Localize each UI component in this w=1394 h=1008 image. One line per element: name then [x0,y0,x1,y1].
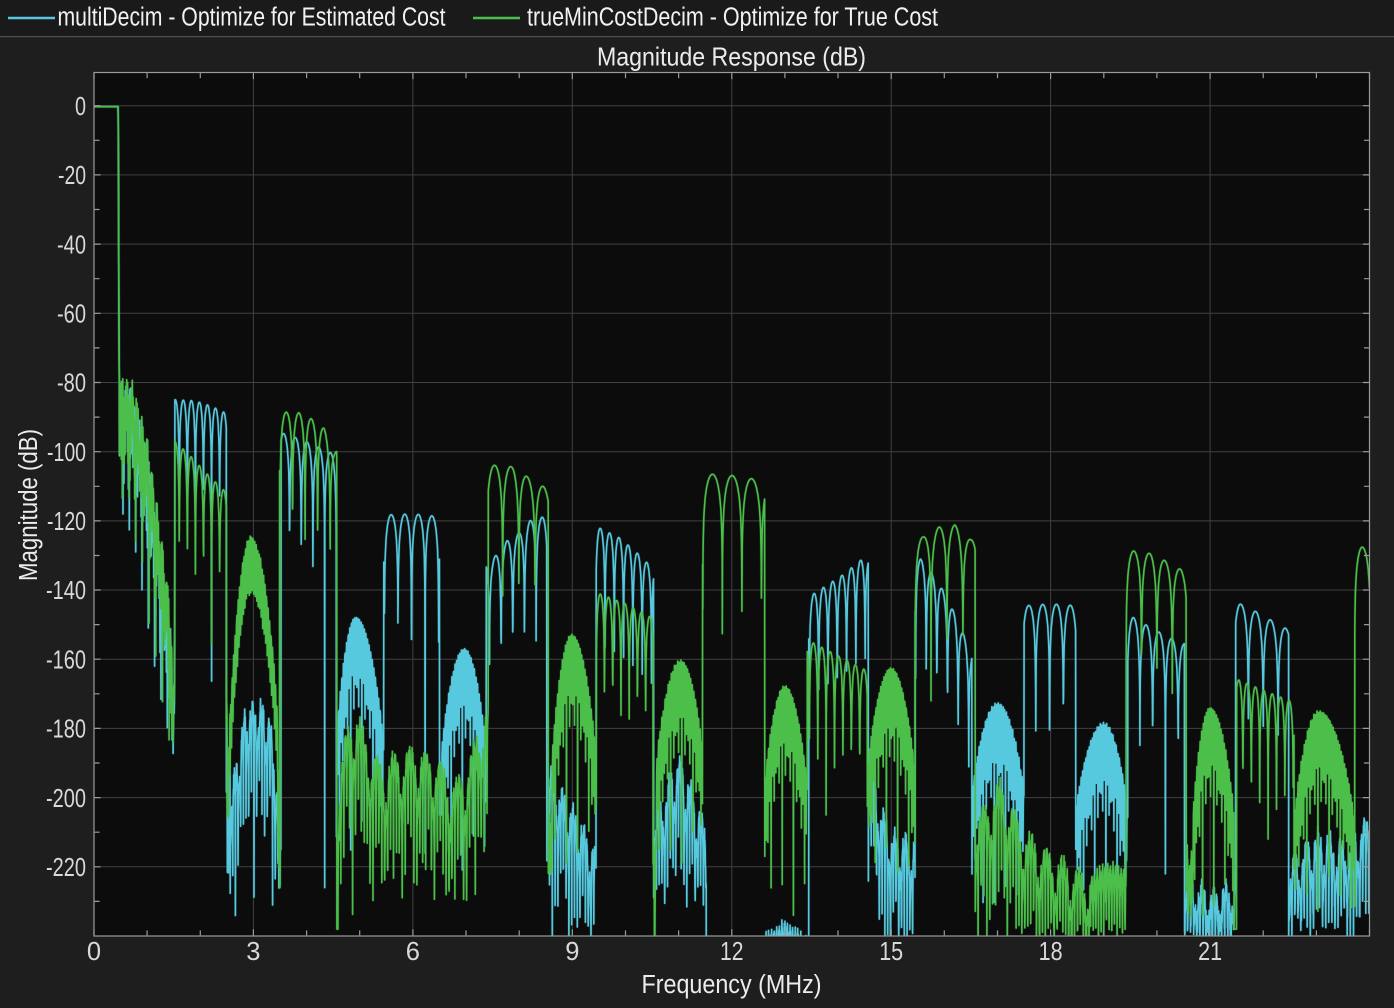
svg-text:-120: -120 [47,508,86,536]
svg-text:21: 21 [1198,938,1222,966]
svg-text:6: 6 [406,938,420,966]
svg-text:-160: -160 [46,646,86,674]
svg-text:Frequency (MHz): Frequency (MHz) [642,971,822,999]
svg-text:-60: -60 [57,301,86,329]
svg-text:3: 3 [246,938,260,966]
svg-text:-220: -220 [46,854,86,882]
svg-text:-200: -200 [46,785,86,813]
svg-text:-100: -100 [47,439,86,467]
svg-text:0: 0 [75,93,86,121]
svg-text:12: 12 [720,938,744,966]
svg-text:trueMinCostDecim - Optimize fo: trueMinCostDecim - Optimize for True Cos… [527,4,938,32]
svg-text:0: 0 [87,938,101,966]
svg-text:-140: -140 [46,577,86,605]
svg-text:15: 15 [879,938,903,966]
svg-text:Magnitude Response (dB): Magnitude Response (dB) [597,42,866,72]
svg-text:-40: -40 [57,231,86,259]
svg-text:-80: -80 [57,370,86,398]
svg-text:Magnitude (dB): Magnitude (dB) [15,429,43,581]
svg-text:multiDecim - Optimize for Esti: multiDecim - Optimize for Estimated Cost [58,4,446,32]
svg-text:-20: -20 [58,162,86,190]
svg-text:9: 9 [565,938,579,966]
svg-text:-180: -180 [46,716,86,744]
svg-text:18: 18 [1039,938,1063,966]
